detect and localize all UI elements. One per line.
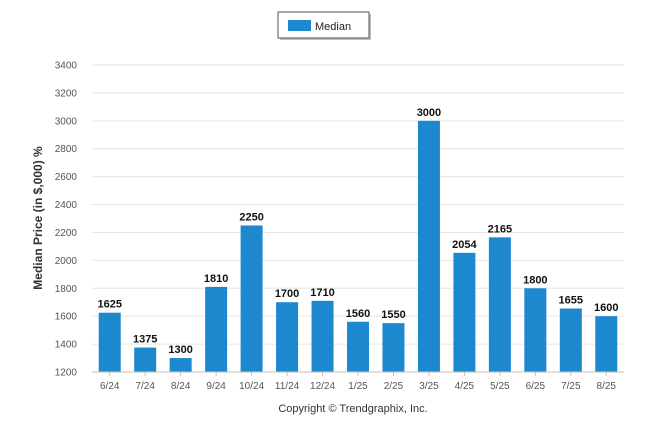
x-tick-label: 8/25: [597, 381, 617, 392]
bar[interactable]: [524, 288, 547, 372]
y-tick-label: 2000: [55, 256, 78, 267]
x-tick-label: 4/25: [455, 381, 475, 392]
x-tick-label: 7/25: [561, 381, 581, 392]
bar[interactable]: [205, 286, 228, 372]
bar[interactable]: [276, 302, 299, 372]
data-label: 1710: [310, 287, 334, 299]
data-label: 2165: [488, 223, 512, 235]
bar[interactable]: [98, 312, 121, 372]
x-tick-label: 6/25: [526, 381, 546, 392]
data-label: 1700: [275, 288, 299, 300]
x-axis-ticks: 6/24 7/24 8/24 9/24 10/24 11/24 12/24 1/25 2/25 3…: [100, 372, 616, 392]
bar[interactable]: [240, 225, 263, 372]
x-tick-label: 12/24: [310, 381, 335, 392]
data-label: 1600: [594, 302, 618, 314]
data-label: 2054: [452, 239, 477, 251]
y-axis-ticks: 1200 1400 1600 1800 2000 2200 2400 2600 2800 3000…: [55, 61, 78, 379]
x-tick-label: 7/24: [135, 381, 155, 392]
data-label: 1560: [346, 308, 370, 320]
data-label: 1800: [523, 274, 547, 286]
data-label: 1655: [559, 295, 583, 307]
bar[interactable]: [169, 358, 192, 372]
bar[interactable]: [559, 308, 582, 372]
x-tick-label: 1/25: [348, 381, 368, 392]
bar[interactable]: [595, 316, 618, 372]
bar[interactable]: [417, 120, 440, 373]
data-label: 1375: [133, 334, 157, 346]
data-labels: 1625 1375 1300 1810 2250 1700 1710 1560 1550 3000…: [97, 107, 618, 356]
y-tick-label: 1600: [55, 312, 78, 323]
y-tick-label: 2400: [55, 200, 78, 211]
data-label: 1300: [168, 344, 192, 356]
bar[interactable]: [311, 300, 334, 372]
legend-swatch: [288, 20, 311, 31]
copyright-footer: Copyright © Trendgraphix, Inc.: [278, 403, 427, 415]
legend-label: Median: [315, 21, 351, 33]
bar[interactable]: [453, 252, 476, 372]
y-tick-label: 1400: [55, 340, 78, 351]
data-label: 3000: [417, 107, 441, 119]
x-tick-label: 8/24: [171, 381, 191, 392]
y-tick-label: 3000: [55, 116, 78, 127]
y-tick-label: 2800: [55, 144, 78, 155]
data-label: 1625: [97, 299, 121, 311]
y-tick-label: 3200: [55, 88, 78, 99]
x-tick-label: 10/24: [239, 381, 264, 392]
x-tick-label: 2/25: [384, 381, 404, 392]
y-tick-label: 2600: [55, 172, 78, 183]
data-label: 2250: [239, 211, 263, 223]
x-tick-label: 9/24: [206, 381, 226, 392]
x-tick-label: 11/24: [275, 381, 300, 392]
x-tick-label: 5/25: [490, 381, 510, 392]
y-axis-title: Median Price (in $,000) %: [31, 146, 45, 290]
data-label: 1550: [381, 309, 405, 321]
bar[interactable]: [347, 321, 369, 372]
y-tick-label: 1800: [55, 284, 78, 295]
bar[interactable]: [134, 347, 157, 372]
bar[interactable]: [488, 237, 511, 372]
bars: [98, 120, 618, 373]
y-tick-label: 2200: [55, 228, 78, 239]
x-tick-label: 3/25: [419, 381, 439, 392]
gridlines: [92, 64, 624, 373]
y-tick-label: 1200: [55, 368, 78, 379]
data-label: 1810: [204, 273, 228, 285]
bar[interactable]: [382, 323, 405, 372]
legend[interactable]: Median: [277, 11, 371, 40]
y-tick-label: 3400: [55, 61, 78, 72]
x-tick-label: 6/24: [100, 381, 120, 392]
